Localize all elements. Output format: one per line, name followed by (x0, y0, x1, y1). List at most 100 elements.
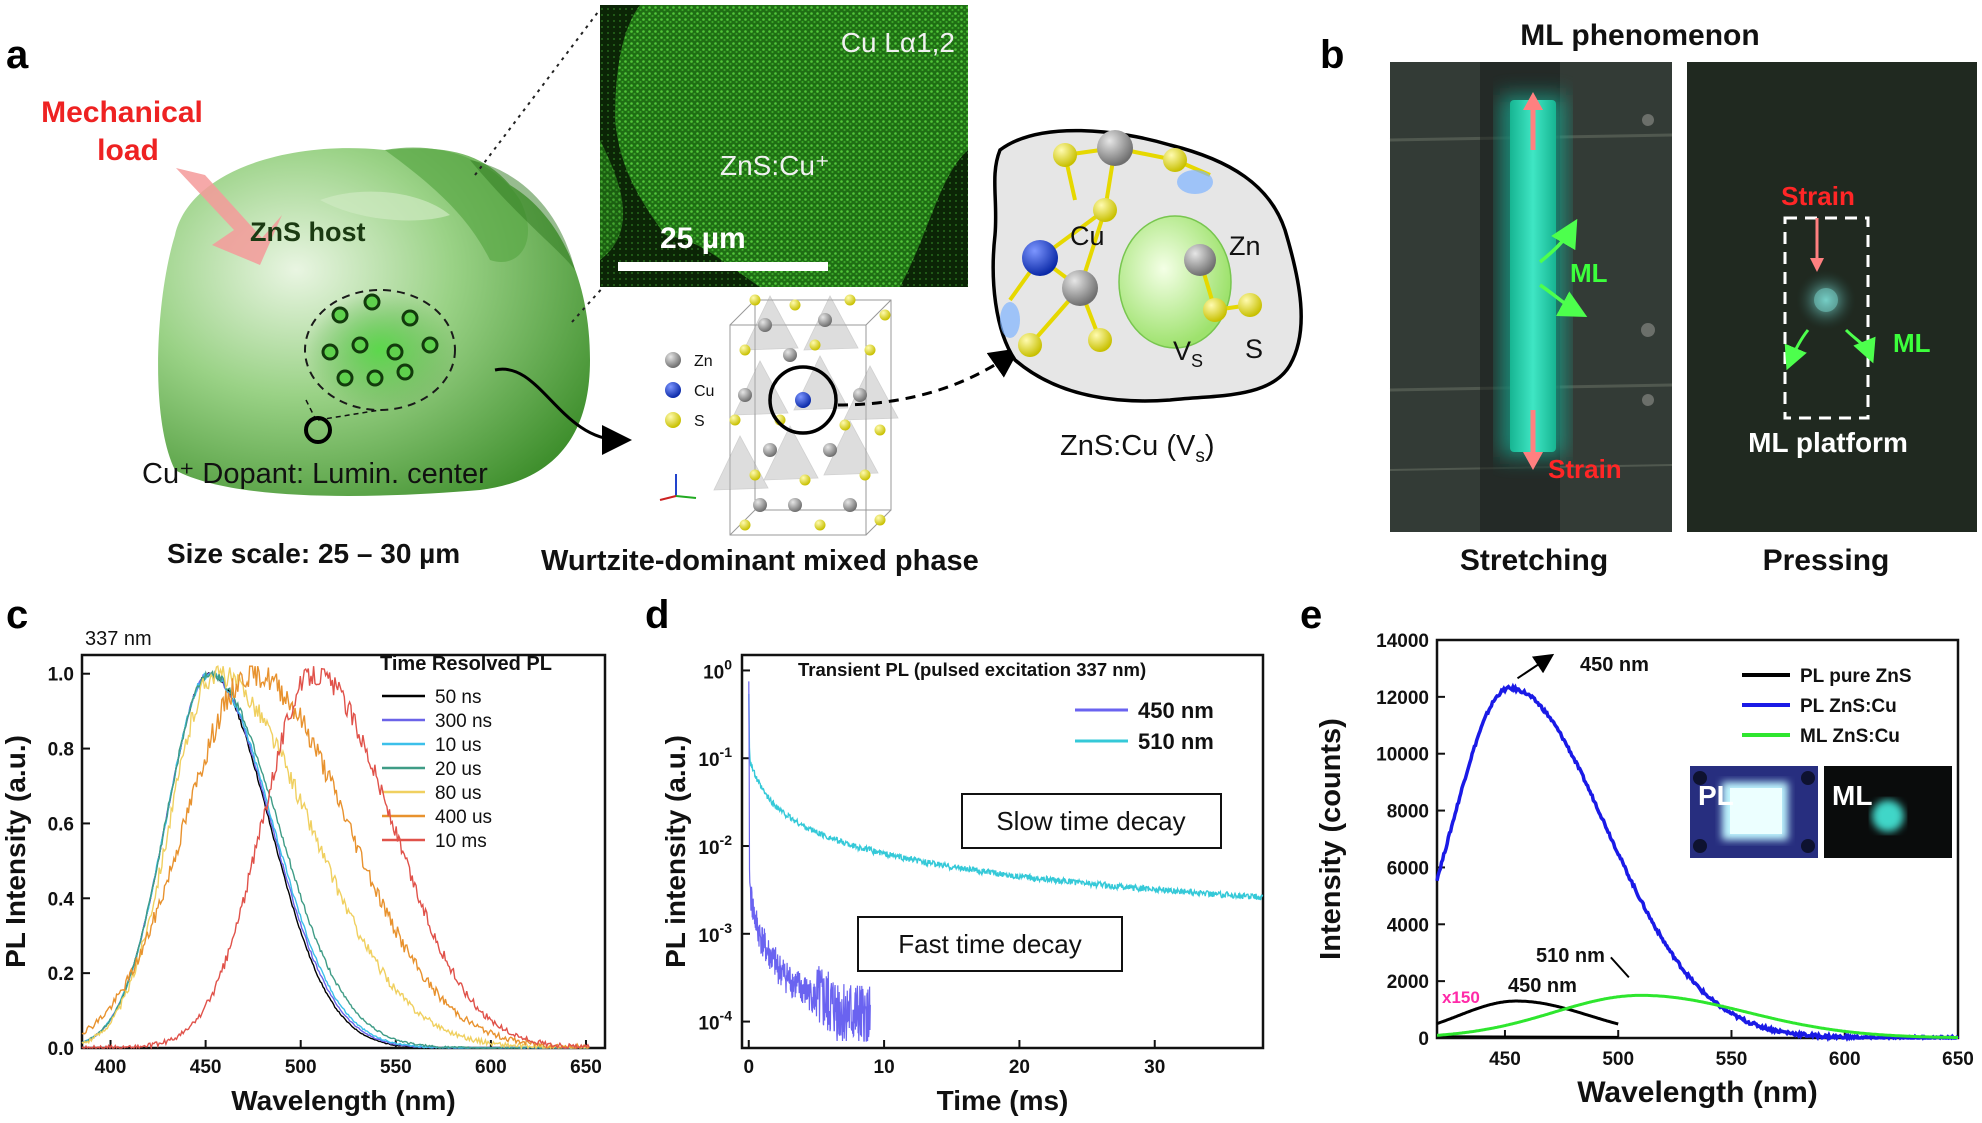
y-tick-label: 10-2 (698, 832, 732, 859)
panel-e-letter: e (1300, 593, 1322, 637)
cu-dopant-dot (396, 363, 414, 381)
sem-eds-map: Cu Lα1,2 ZnS:Cu⁺ 25 µm (600, 5, 968, 287)
dopant-highlight-circle (304, 416, 332, 444)
zn-atom (788, 498, 802, 512)
legend-title-c: Time Resolved PL (380, 653, 552, 675)
panel-e: e 450 500 550 600 650 0 2000 4000 6000 8000 10000 1… (1300, 593, 1974, 1109)
s-atom (1203, 298, 1227, 322)
plot-frame (1435, 638, 1960, 1040)
cu-dopant-dot (336, 369, 354, 387)
caption-pressing: Pressing (1763, 544, 1890, 577)
y-axis-label: Intensity (counts) (1315, 718, 1347, 960)
y-tick-label: 1.0 (48, 665, 74, 686)
defect-title: ZnS:Cu (Vs) (1060, 430, 1215, 467)
x-tick-label: 500 (285, 1057, 317, 1078)
s-atom (1088, 328, 1112, 352)
legend-zn: Zn (694, 353, 713, 370)
legend-entry: PL pure ZnS (1800, 666, 1912, 687)
zn-atom (823, 443, 837, 457)
mechanical-load-arrow (176, 168, 282, 265)
zn-atom (1097, 130, 1133, 166)
fast-decay-label: Fast time decay (898, 929, 1082, 959)
zn-atom (818, 313, 832, 327)
tetrahedron (763, 425, 819, 481)
slow-decay-label: Slow time decay (996, 806, 1185, 836)
defect-vs-label: VS (1173, 336, 1203, 371)
photo-pressing: Strain ML ML platform (1687, 62, 1977, 532)
zn-atom (1184, 244, 1216, 276)
ml-label-stretch: ML (1570, 258, 1608, 288)
cu-atom (795, 392, 811, 408)
scale-bar-label: 25 µm (660, 222, 746, 255)
zn-atom (1062, 270, 1098, 306)
x-tick-label: 600 (1829, 1049, 1861, 1070)
series-line-450nm (748, 681, 871, 1042)
s-atom (749, 469, 761, 481)
baseline-pure-zns (1436, 1035, 1619, 1038)
chart-e: 450 500 550 600 650 0 2000 4000 6000 8000 10000 120… (1315, 631, 1974, 1109)
x-axis-label: Time (ms) (937, 1085, 1069, 1116)
x-axis-label: Wavelength (nm) (1577, 1076, 1818, 1109)
cu-dopant-dot (386, 343, 404, 361)
sem-label: ZnS:Cu⁺ (720, 150, 830, 181)
series-line-PL-ZnS:Cu (1435, 682, 1960, 1042)
legend-entry: 400 us (435, 807, 492, 828)
y-tick-label: 100 (703, 656, 732, 683)
legend-entry: 510 nm (1138, 729, 1214, 754)
defect-zn-label: Zn (1229, 231, 1261, 261)
scale-bar (618, 262, 828, 271)
zn-atom (763, 443, 777, 457)
series-line-PL-pure-ZnS (1436, 999, 1619, 1026)
s-atom (1238, 293, 1262, 317)
cu-dopant-dot (421, 336, 439, 354)
y-tick-label: 0.4 (48, 889, 75, 910)
panel-c-letter: c (6, 593, 28, 637)
orbital-lobe (1177, 170, 1213, 194)
glowing-strip (1510, 100, 1556, 452)
s-atom (799, 474, 811, 486)
panel-d-letter: d (645, 593, 669, 637)
inset-ml-label: ML (1832, 780, 1872, 811)
s-atom (814, 519, 826, 531)
ml-label-press: ML (1893, 328, 1931, 358)
s-atom (739, 344, 751, 356)
inset-ml-photo: ML (1824, 766, 1952, 858)
s-atom (1018, 333, 1042, 357)
cu-atom (1022, 240, 1058, 276)
legend-entry: 10 ms (435, 831, 487, 852)
y-tick-label: 10-4 (698, 1008, 732, 1035)
legend-entry: 80 us (435, 783, 481, 804)
x-tick-label: 0 (743, 1057, 754, 1078)
s-atom (729, 414, 741, 426)
series-line-ML-ZnS:Cu (1437, 993, 1958, 1039)
s-atom (789, 299, 801, 311)
tetrahedron (823, 420, 879, 476)
y-tick-label: 0.0 (48, 1039, 74, 1060)
cu-dopant-dot (321, 343, 339, 361)
crystal-legend: Zn Cu S (659, 352, 714, 501)
mechanical-load-label-2: load (97, 134, 159, 167)
y-tick-label: 0.6 (48, 814, 74, 835)
inset-pl-label: PL (1698, 780, 1734, 811)
cu-dopant-dot (401, 309, 419, 327)
strain-label-press: Strain (1781, 181, 1855, 211)
x-tick-label: 650 (1942, 1049, 1974, 1070)
series-line-400-us (81, 665, 590, 1050)
cu-dopant-label: Cu⁺ Dopant: Lumin. center (142, 458, 488, 490)
legend-entry: 300 ns (435, 711, 492, 732)
ml-platform-label: ML platform (1748, 427, 1908, 458)
zoom-arrow (494, 367, 632, 455)
y-tick-label: 10-3 (698, 920, 732, 947)
y-tick-label: 10-1 (698, 744, 732, 771)
defect-cu-label: Cu (1070, 221, 1105, 251)
x-tick-label: 550 (380, 1057, 412, 1078)
s-atom (859, 469, 871, 481)
scale-note-x150: x150 (1442, 988, 1480, 1007)
x-tick-label: 650 (570, 1057, 602, 1078)
tetrahedron (843, 365, 899, 421)
y-axis-label: PL intensity (a.u.) (660, 735, 691, 968)
plot-frame (80, 653, 607, 1050)
annotation-peak-510: 510 nm (1536, 945, 1605, 967)
x-tick-label: 400 (95, 1057, 127, 1078)
chart-d: 0 10 20 30 100 10-1 10-2 10-3 10-4 Time (ms) PL in… (660, 653, 1265, 1116)
